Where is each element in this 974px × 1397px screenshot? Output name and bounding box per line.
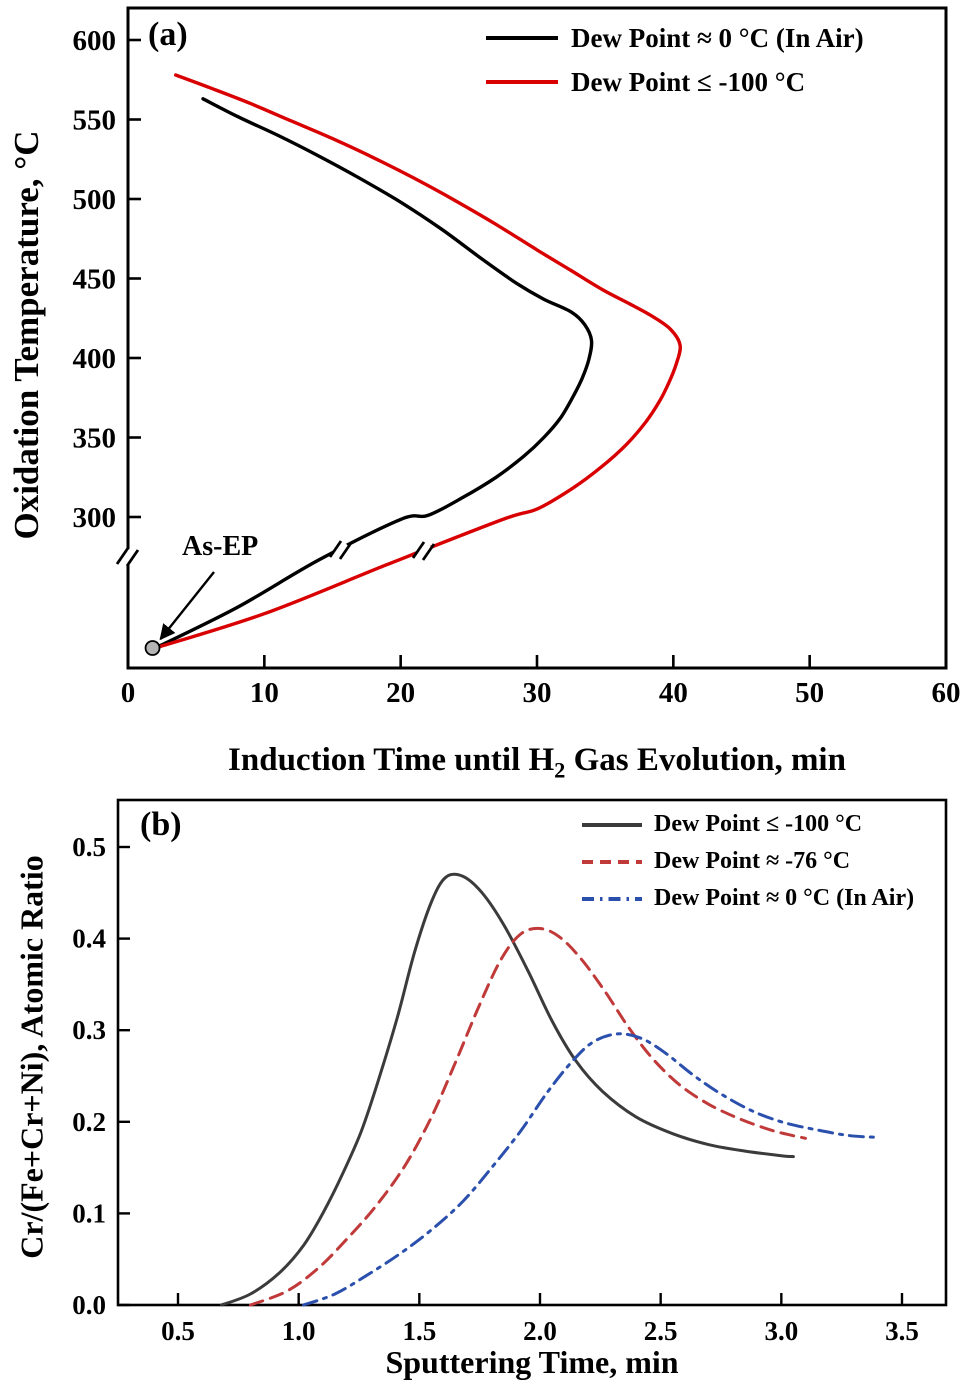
curve-dew-point-minus-100c	[219, 872, 795, 1307]
panel-b-legend: Dew Point ≤ -100 °C Dew Point ≈ -76 °C D…	[580, 806, 914, 917]
as-ep-arrow	[159, 571, 215, 641]
y-tick-label: 600	[73, 25, 117, 57]
x-axis-title-text: Induction Time until H	[228, 742, 555, 778]
as-ep-point	[144, 640, 161, 656]
panel-a-frame	[126, 6, 948, 670]
y-tick-label: 0.1	[72, 1198, 106, 1228]
legend-line-sample	[486, 80, 558, 84]
x-tick-label: 10	[250, 677, 279, 709]
x-tick-label: 20	[386, 677, 415, 709]
legend-line-sample	[582, 822, 642, 827]
curve-break-mark	[328, 540, 353, 560]
legend-label: Dew Point ≤ -100 °C	[654, 811, 863, 837]
x-tick-label: 0	[121, 677, 136, 709]
x-tick-label: 3.0	[764, 1316, 798, 1346]
panel-a-x-axis-title: Induction Time until H2 Gas Evolution, m…	[228, 742, 846, 784]
legend-item: Dew Point ≈ -76 °C	[580, 843, 914, 880]
x-tick-label: 1.5	[402, 1316, 436, 1346]
legend-line-sample	[582, 859, 642, 864]
x-tick-label: 50	[795, 677, 824, 709]
x-tick-label: 60	[932, 677, 961, 709]
legend-label: Dew Point ≈ -76 °C	[654, 848, 851, 874]
x-tick-label: 40	[659, 677, 688, 709]
y-tick-label: 0.4	[72, 924, 106, 954]
y-tick-label: 0.5	[72, 832, 106, 862]
curve-dew-point-minus-100c	[153, 73, 682, 650]
legend-item: Dew Point ≤ -100 °C	[580, 806, 914, 843]
x-axis-title-subscript: 2	[554, 757, 566, 783]
curve-dew-point-0c-air	[302, 1032, 880, 1307]
y-tick-label: 0.3	[72, 1015, 106, 1045]
curve-dew-point-0c-air	[153, 97, 594, 650]
legend-line-sample	[486, 36, 558, 40]
panel-b-x-axis-title: Sputtering Time, min	[385, 1344, 679, 1380]
y-tick-label: 350	[73, 423, 117, 455]
y-tick-label: 300	[73, 502, 117, 534]
x-tick-label: 2.0	[523, 1316, 557, 1346]
panel-a-legend: Dew Point ≈ 0 °C (In Air) Dew Point ≤ -1…	[483, 16, 864, 104]
panel-b-y-axis-title: Cr/(Fe+Cr+Ni), Atomic Ratio	[13, 855, 50, 1259]
panel-b-frame	[116, 798, 948, 1307]
legend-item: Dew Point ≈ 0 °C (In Air)	[483, 16, 864, 60]
x-tick-label: 30	[523, 677, 552, 709]
panel-a-letter: (a)	[148, 16, 188, 53]
x-tick-label: 2.5	[644, 1316, 678, 1346]
curve-dew-point-minus-76c	[248, 926, 807, 1307]
curve-break-mark	[411, 541, 436, 561]
legend-label: Dew Point ≤ -100 °C	[571, 66, 806, 97]
panel-a-y-axis-title: Oxidation Temperature, °C	[7, 130, 46, 540]
y-tick-label: 400	[73, 343, 117, 375]
panel-b-letter: (b)	[140, 806, 182, 843]
legend-label: Dew Point ≈ 0 °C (In Air)	[654, 885, 915, 911]
y-tick-label: 0.2	[72, 1107, 106, 1137]
x-axis-title-text: Gas Evolution, min	[565, 742, 846, 778]
y-tick-label: 450	[73, 264, 117, 296]
legend-item: Dew Point ≤ -100 °C	[483, 60, 864, 104]
legend-item: Dew Point ≈ 0 °C (In Air)	[580, 880, 914, 917]
y-tick-label: 500	[73, 184, 117, 216]
legend-label: Dew Point ≈ 0 °C (In Air)	[571, 22, 864, 53]
x-tick-label: 3.5	[885, 1316, 919, 1346]
y-axis-break-mark	[115, 547, 140, 567]
x-tick-label: 0.5	[161, 1316, 195, 1346]
x-tick-label: 1.0	[282, 1316, 316, 1346]
legend-line-sample	[582, 896, 642, 901]
y-tick-label: 550	[73, 105, 117, 137]
y-tick-label: 0.0	[72, 1290, 106, 1320]
as-ep-annotation-label: As-EP	[182, 531, 259, 562]
